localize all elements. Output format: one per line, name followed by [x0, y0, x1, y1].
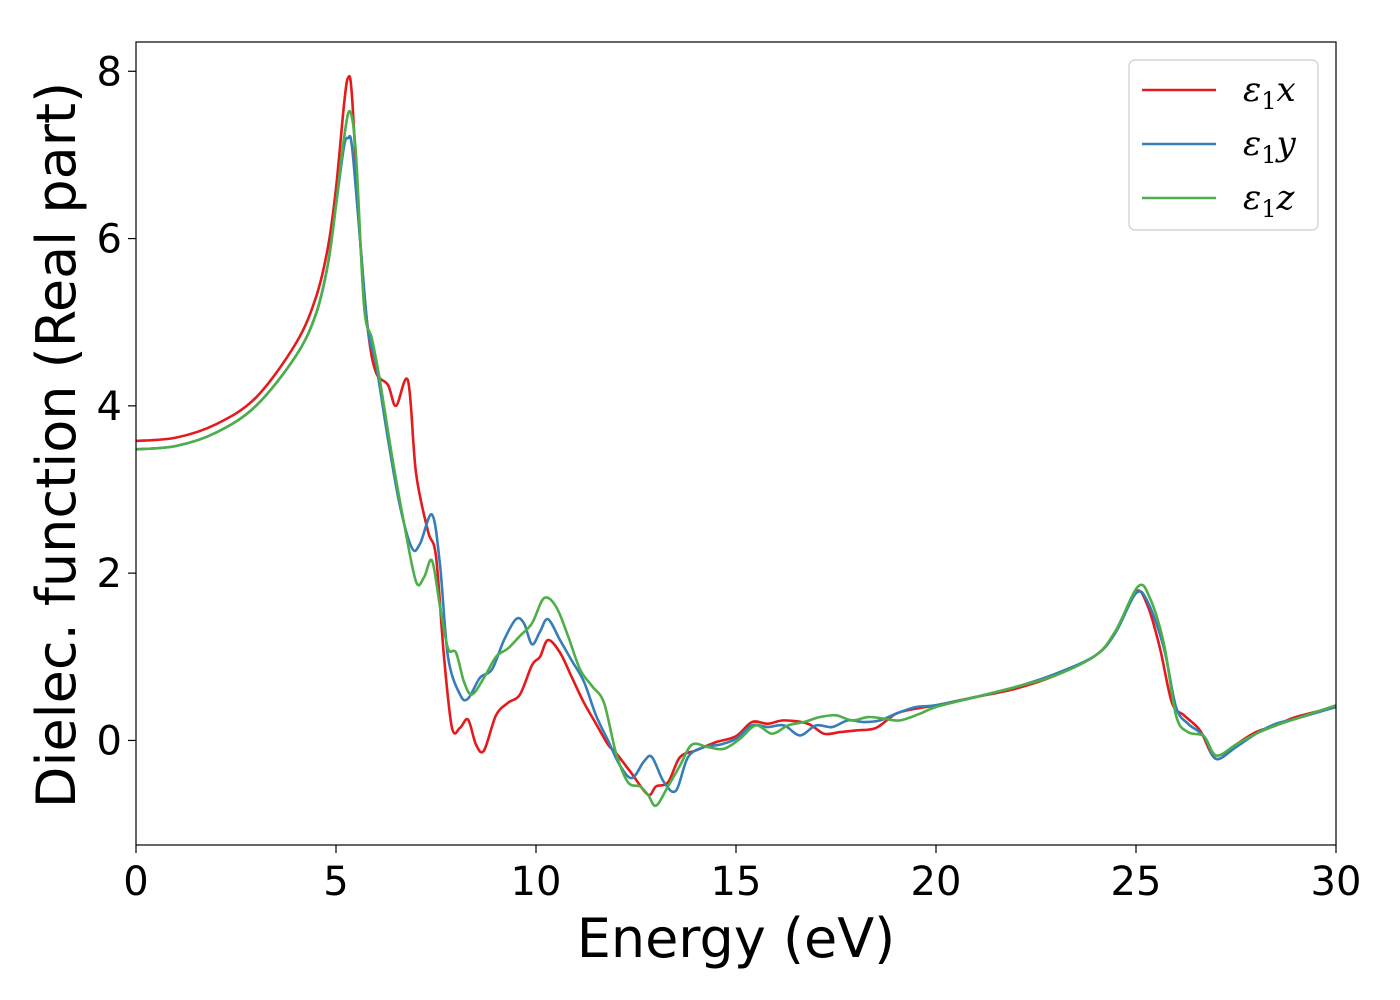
legend: ε1x ε1y ε1z	[1128, 59, 1319, 231]
series-line-y	[136, 134, 1336, 794]
x-tick-label: 30	[1311, 859, 1362, 905]
y-tick-label: 2	[97, 551, 122, 597]
x-axis-ticks: 0 5 10 15 20 25 30	[123, 845, 1361, 905]
legend-label: ε1z	[1243, 178, 1296, 223]
x-axis-title: Energy (eV)	[577, 907, 896, 970]
series-layer	[136, 74, 1336, 808]
y-tick-label: 4	[97, 384, 122, 430]
x-tick-label: 20	[911, 859, 962, 905]
y-tick-label: 6	[97, 217, 122, 263]
x-tick-label: 10	[511, 859, 562, 905]
y-axis-title: Dielec. function (Real part)	[25, 82, 88, 808]
legend-item-x: ε1x	[1142, 70, 1296, 115]
x-tick-label: 5	[323, 859, 348, 905]
x-tick-label: 0	[123, 859, 148, 905]
legend-label: ε1x	[1243, 70, 1296, 115]
y-tick-label: 8	[97, 49, 122, 95]
y-axis-ticks: 0 2 4 6 8	[97, 49, 136, 764]
legend-box	[1128, 59, 1319, 231]
x-tick-label: 15	[711, 859, 762, 905]
legend-label: ε1y	[1243, 124, 1297, 169]
y-tick-label: 0	[97, 718, 122, 764]
legend-item-y: ε1y	[1142, 124, 1297, 169]
x-tick-label: 25	[1111, 859, 1162, 905]
legend-item-z: ε1z	[1142, 178, 1296, 223]
series-line-z	[136, 109, 1336, 808]
